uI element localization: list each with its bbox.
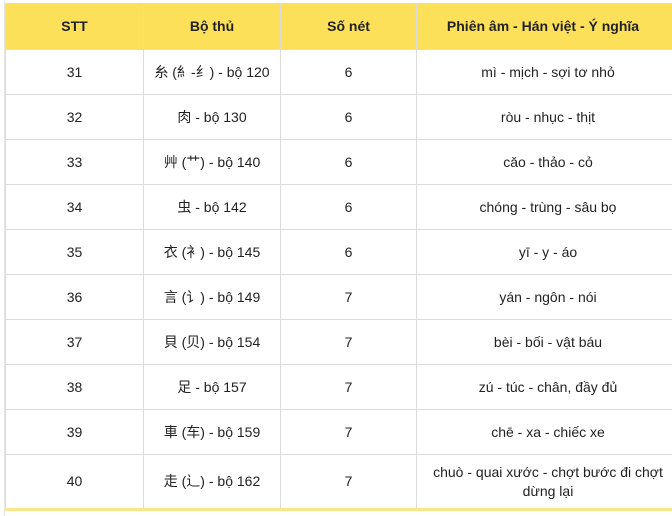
cell-radical: 車 (车) - bộ 159 bbox=[143, 409, 281, 455]
table-row: 35 衣 (衤) - bộ 145 6 yī - y - áo bbox=[5, 229, 672, 275]
cell-radical: 艸 (艹) - bộ 140 bbox=[143, 139, 281, 185]
table-row: 32 肉 - bộ 130 6 ròu - nhục - thịt bbox=[5, 94, 672, 140]
cell-strokes: 6 bbox=[280, 184, 417, 230]
cell-strokes: 6 bbox=[280, 94, 417, 140]
cell-meaning: zú - túc - chân, đầy đủ bbox=[416, 364, 672, 410]
cell-meaning: ròu - nhục - thịt bbox=[416, 94, 672, 140]
cell-stt: 37 bbox=[5, 319, 144, 365]
cell-stt: 39 bbox=[5, 409, 144, 455]
cell-radical: 衣 (衤) - bộ 145 bbox=[143, 229, 281, 275]
cell-strokes: 7 bbox=[280, 454, 417, 511]
cell-stt: 40 bbox=[5, 454, 144, 511]
cell-meaning: yī - y - áo bbox=[416, 229, 672, 275]
cell-stt: 38 bbox=[5, 364, 144, 410]
cell-meaning: bèi - bối - vật báu bbox=[416, 319, 672, 365]
table-row: 34 虫 - bộ 142 6 chóng - trùng - sâu bọ bbox=[5, 184, 672, 230]
cell-radical: 貝 (贝) - bộ 154 bbox=[143, 319, 281, 365]
header-row: STT Bộ thủ Số nét Phiên âm - Hán việt - … bbox=[5, 3, 672, 50]
cell-stt: 33 bbox=[5, 139, 144, 185]
cell-strokes: 6 bbox=[280, 229, 417, 275]
table-row: 40 走 (辶) - bộ 162 7 chuò - quai xước - chợt… bbox=[5, 454, 672, 511]
cell-strokes: 7 bbox=[280, 274, 417, 320]
cell-radical: 虫 - bộ 142 bbox=[143, 184, 281, 230]
table-row: 39 車 (车) - bộ 159 7 chē - xa - chiếc xe bbox=[5, 409, 672, 455]
cell-strokes: 6 bbox=[280, 139, 417, 185]
header-stt: STT bbox=[5, 3, 144, 50]
cell-radical: 肉 - bộ 130 bbox=[143, 94, 281, 140]
header-strokes: Số nét bbox=[280, 3, 417, 50]
table-row: 38 足 - bộ 157 7 zú - túc - chân, đầy đủ bbox=[5, 364, 672, 410]
cell-radical: 走 (辶) - bộ 162 bbox=[143, 454, 281, 511]
cell-stt: 32 bbox=[5, 94, 144, 140]
table-row: 37 貝 (贝) - bộ 154 7 bèi - bối - vật báu bbox=[5, 319, 672, 365]
cell-strokes: 6 bbox=[280, 49, 417, 95]
table-row: 33 艸 (艹) - bộ 140 6 cǎo - thảo - cỏ bbox=[5, 139, 672, 185]
header-radical: Bộ thủ bbox=[143, 3, 281, 50]
cell-meaning: mì - mịch - sợi tơ nhỏ bbox=[416, 49, 672, 95]
cell-stt: 34 bbox=[5, 184, 144, 230]
cell-strokes: 7 bbox=[280, 409, 417, 455]
cell-meaning: chē - xa - chiếc xe bbox=[416, 409, 672, 455]
cell-stt: 35 bbox=[5, 229, 144, 275]
cell-radical: 言 (讠) - bộ 149 bbox=[143, 274, 281, 320]
header-meaning: Phiên âm - Hán việt - Ý nghĩa bbox=[416, 3, 672, 50]
cell-radical: 足 - bộ 157 bbox=[143, 364, 281, 410]
cell-meaning: chóng - trùng - sâu bọ bbox=[416, 184, 672, 230]
cell-strokes: 7 bbox=[280, 319, 417, 365]
cell-meaning: yán - ngôn - nói bbox=[416, 274, 672, 320]
cell-stt: 36 bbox=[5, 274, 144, 320]
radical-table: STT Bộ thủ Số nét Phiên âm - Hán việt - … bbox=[5, 3, 672, 511]
table-row: 31 糸 (糹-纟) - bộ 120 6 mì - mịch - sợi tơ nh… bbox=[5, 49, 672, 95]
cell-stt: 31 bbox=[5, 49, 144, 95]
cell-meaning: chuò - quai xước - chợt bước đi chợt dừn… bbox=[416, 454, 672, 511]
table-row: 36 言 (讠) - bộ 149 7 yán - ngôn - nói bbox=[5, 274, 672, 320]
sheet-left-edge bbox=[0, 0, 5, 516]
cell-radical: 糸 (糹-纟) - bộ 120 bbox=[143, 49, 281, 95]
cell-meaning: cǎo - thảo - cỏ bbox=[416, 139, 672, 185]
cell-strokes: 7 bbox=[280, 364, 417, 410]
